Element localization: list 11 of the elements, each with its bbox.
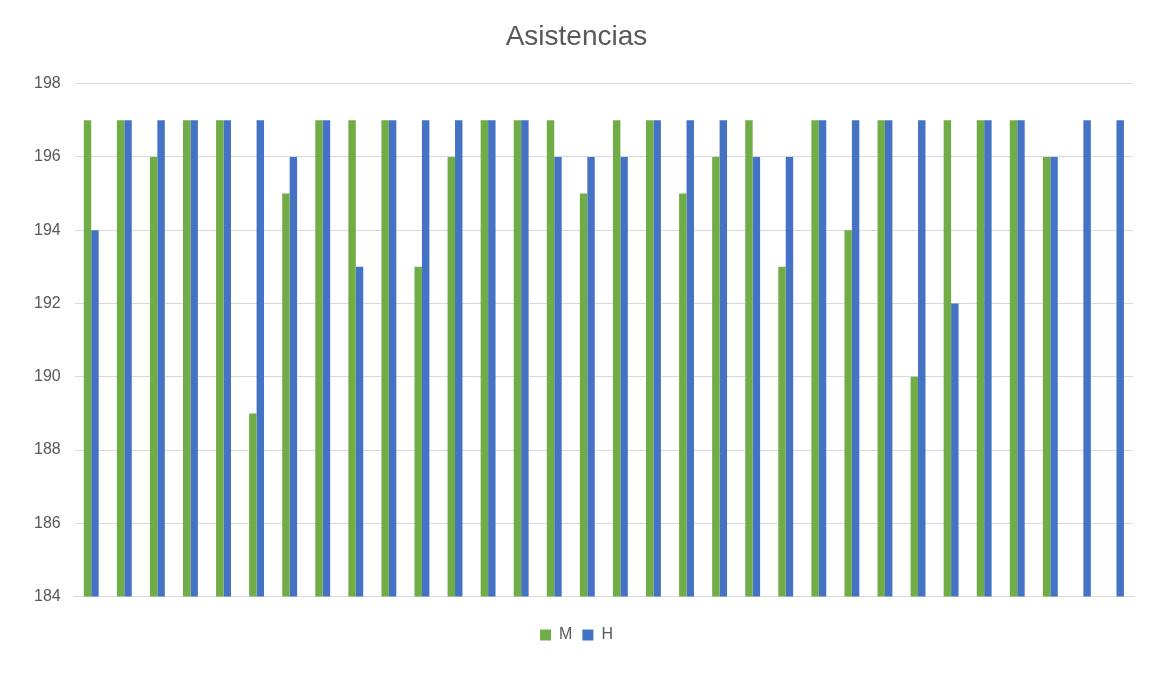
y-tick-label: 194 <box>33 220 61 238</box>
legend-label: M <box>559 625 573 643</box>
y-tick-label: 192 <box>33 293 61 311</box>
y-tick-label: 188 <box>33 440 61 458</box>
y-tick-label: 198 <box>33 74 61 92</box>
y-tick-label: 196 <box>33 147 61 165</box>
y-tick-label: 186 <box>33 513 61 531</box>
y-tick-label: 184 <box>33 587 61 605</box>
legend-label: H <box>601 625 613 643</box>
y-tick-label: 190 <box>33 367 61 385</box>
chart-title: Asistencias <box>505 19 648 51</box>
